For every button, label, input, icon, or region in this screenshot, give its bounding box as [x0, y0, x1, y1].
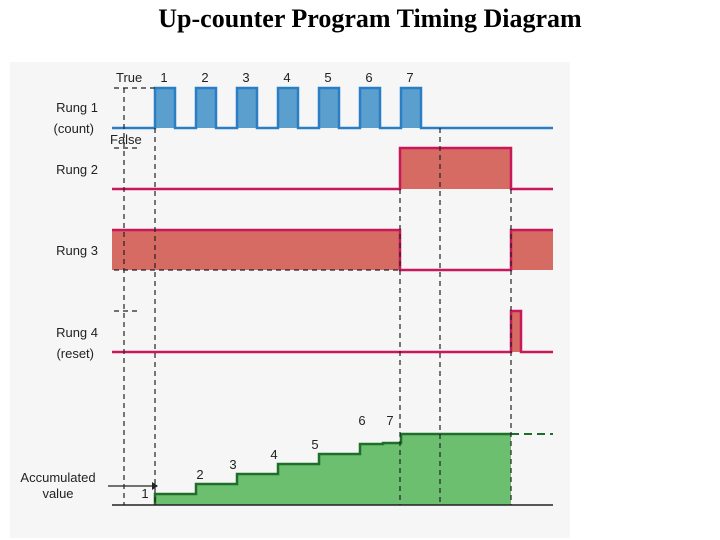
rung4-sublabel: (reset) [56, 346, 94, 361]
step-number: 6 [358, 413, 366, 428]
pulse-number: 7 [406, 70, 414, 85]
rung1-waveform [112, 86, 553, 130]
rung2-label: Rung 2 [56, 162, 98, 177]
accumulated-area [155, 434, 511, 505]
false-label: False [110, 132, 142, 147]
rung1-pulse [360, 88, 380, 128]
rung2-waveform [112, 146, 553, 191]
step-number: 5 [311, 437, 319, 452]
rung1-label: Rung 1 [56, 100, 98, 115]
accumulated-label: Accumulated [20, 470, 96, 485]
rung1-pulse [278, 88, 298, 128]
rung3-high [112, 230, 400, 270]
rung4-label: Rung 4 [56, 325, 98, 340]
step-number: 2 [196, 467, 204, 482]
true-label: True [116, 70, 143, 85]
rung1-pulse [237, 88, 257, 128]
step-number: 7 [386, 413, 394, 428]
diagram-title: Up-counter Program Timing Diagram [158, 4, 582, 33]
pulse-number: 4 [283, 70, 291, 85]
rung3-waveform [112, 228, 553, 272]
rung4-waveform [112, 309, 553, 354]
rung1-pulse [401, 88, 421, 128]
rung4-pulse [511, 311, 521, 352]
step-number: 3 [229, 457, 237, 472]
step-number: 1 [141, 486, 149, 501]
pulse-number: 1 [160, 70, 168, 85]
rung1-pulse [155, 88, 175, 128]
pulse-number: 3 [242, 70, 250, 85]
rung2-high [400, 148, 511, 189]
rung3-label: Rung 3 [56, 243, 98, 258]
pulse-number: 2 [201, 70, 209, 85]
rung1-pulse [319, 88, 339, 128]
rung1-sublabel: (count) [53, 121, 94, 136]
accumulated-pointer-arrowhead [152, 482, 158, 490]
pulse-number: 6 [365, 70, 373, 85]
pulse-number: 5 [324, 70, 332, 85]
rung1-pulse [196, 88, 216, 128]
guide-lines [114, 87, 512, 505]
accumulated-waveform [108, 432, 553, 506]
accumulated-sublabel: value [42, 486, 74, 501]
step-number: 4 [270, 447, 278, 462]
rung3-high [511, 230, 553, 270]
